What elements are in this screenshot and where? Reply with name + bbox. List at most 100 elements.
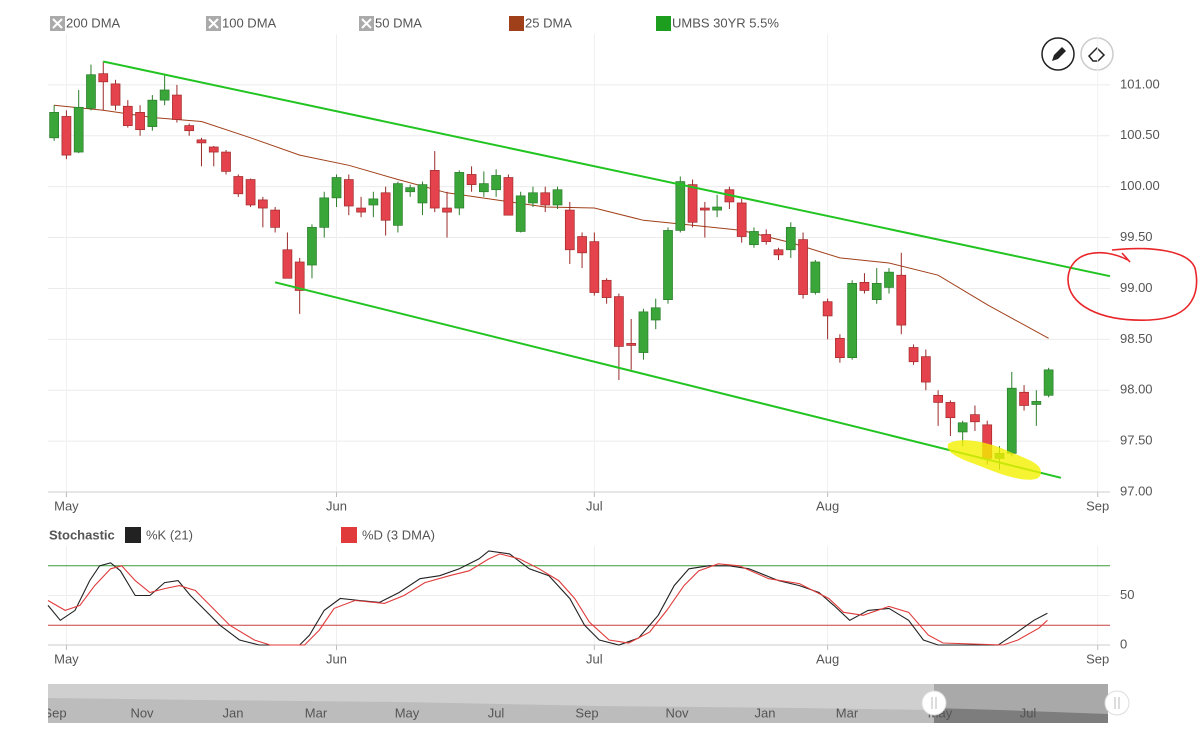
- candle: [835, 334, 845, 363]
- navigator-handle-left[interactable]: [921, 690, 947, 716]
- candle-body: [110, 83, 121, 106]
- y-tick-label: 99.50: [1120, 229, 1153, 244]
- candle-body: [208, 146, 219, 153]
- candle: [675, 176, 686, 233]
- candle-body: [380, 192, 391, 221]
- candle: [417, 181, 428, 216]
- candle-body: [98, 73, 109, 83]
- navigator-handle-right[interactable]: [1104, 690, 1130, 716]
- candle: [466, 166, 477, 192]
- candle-body: [810, 261, 821, 293]
- candle: [638, 308, 649, 360]
- candle-body: [920, 356, 931, 383]
- layers: 97.00 97.50 98.00 98.50 99.00 99.50 100.00 100.…: [47, 15, 1160, 666]
- legend-item[interactable]: 25 DMA: [509, 15, 572, 31]
- candle: [884, 268, 894, 294]
- x-tick-label: Jun: [326, 651, 347, 666]
- candle: [749, 227, 759, 248]
- candle-body: [871, 283, 882, 300]
- legend-swatch: [509, 16, 524, 31]
- navigator-label: Mar: [305, 705, 328, 720]
- candle: [368, 191, 379, 218]
- candle: [663, 227, 673, 304]
- candle-body: [515, 195, 526, 232]
- draw-tools: [1041, 37, 1114, 71]
- candle-body: [749, 231, 759, 246]
- candle: [1019, 385, 1029, 411]
- stochastic-panel: 0 50 May Jun Jul Aug Sep Stochastic %K (21) %D (3…: [47, 527, 1134, 666]
- candle-body: [184, 125, 195, 132]
- candle-body: [552, 189, 563, 206]
- candle-body: [933, 394, 943, 403]
- candle-body: [835, 337, 845, 359]
- candle: [577, 232, 587, 269]
- candle: [270, 207, 280, 233]
- candle-body: [245, 179, 256, 206]
- y-tick-label: 97.00: [1120, 483, 1153, 498]
- navigator-label: Nov: [130, 705, 154, 720]
- candle-body: [908, 347, 919, 363]
- legend-item[interactable]: %K (21): [125, 527, 193, 543]
- y-tick-label: 97.50: [1120, 433, 1153, 448]
- candle: [601, 278, 612, 304]
- candle: [196, 137, 207, 167]
- candle: [908, 344, 919, 365]
- candle: [258, 196, 268, 228]
- price-panel: 97.00 97.50 98.00 98.50 99.00 99.50 100.00 100.…: [48, 15, 1160, 513]
- navigator-label: Jan: [223, 705, 244, 720]
- x-tick-label: May: [54, 651, 79, 666]
- x-tick-label: Jun: [326, 498, 347, 513]
- candle-body: [491, 175, 501, 191]
- candle-body: [884, 271, 894, 288]
- candle: [331, 174, 342, 208]
- legend-x: [208, 18, 219, 29]
- candle-body: [1043, 369, 1054, 396]
- candle-body: [1019, 391, 1029, 406]
- highlight-mark: [947, 440, 1041, 480]
- legend-item[interactable]: 100 DMA: [206, 15, 277, 31]
- candle: [859, 273, 870, 294]
- candle: [454, 170, 465, 216]
- stochastic-line: [47, 550, 1048, 646]
- candle: [761, 229, 772, 245]
- candle: [970, 405, 980, 431]
- candle-body: [540, 192, 551, 206]
- candle: [736, 198, 747, 243]
- candle: [1006, 371, 1017, 457]
- candle-body: [761, 234, 772, 242]
- candle-body: [712, 206, 722, 211]
- candle: [847, 280, 858, 360]
- candle: [147, 95, 158, 131]
- legend-item[interactable]: 200 DMA: [50, 15, 121, 31]
- candle: [49, 105, 59, 141]
- candle-body: [294, 261, 305, 291]
- legend-item[interactable]: 50 DMA: [359, 15, 422, 31]
- x-tick-label: Jul: [586, 651, 603, 666]
- candle: [122, 100, 133, 128]
- legend-x: [52, 18, 63, 29]
- candle-body: [258, 199, 268, 209]
- candle-body: [478, 183, 489, 193]
- candle: [86, 64, 96, 111]
- navigator-label: May: [395, 705, 420, 720]
- candle: [650, 298, 661, 330]
- candle: [528, 186, 538, 208]
- candle-body: [282, 249, 293, 279]
- candle-body: [135, 112, 145, 131]
- candle: [110, 79, 121, 111]
- y-tick-label: 0: [1120, 636, 1127, 651]
- candle: [61, 110, 72, 160]
- navigator-handles[interactable]: [921, 690, 1130, 716]
- legend-item[interactable]: UMBS 30YR 5.5%: [656, 15, 779, 31]
- candle-body: [663, 230, 673, 300]
- x-tick-label: Jul: [586, 498, 603, 513]
- candle-body: [601, 279, 612, 298]
- legend-label: 200 DMA: [66, 15, 121, 30]
- candle-body: [417, 184, 428, 204]
- candle-body: [957, 422, 968, 433]
- candle-body: [86, 74, 96, 109]
- candle: [380, 186, 391, 236]
- legend-item[interactable]: %D (3 DMA): [341, 527, 435, 543]
- candle-body: [221, 151, 231, 172]
